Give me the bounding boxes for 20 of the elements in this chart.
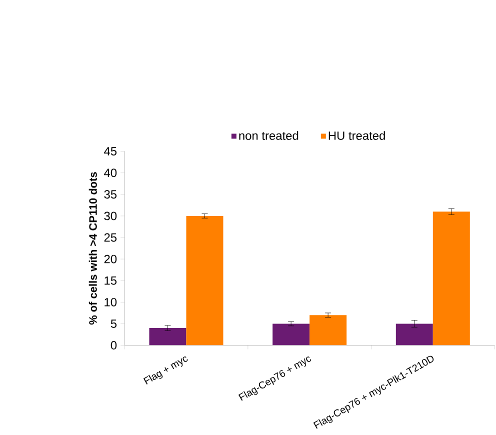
legend-label: non treated <box>239 130 298 140</box>
y-tick-label: 35 <box>104 190 117 198</box>
legend-label: HU treated <box>328 130 385 140</box>
y-tick-label: 20 <box>104 254 117 264</box>
bar <box>310 314 347 346</box>
y-tick-label: 30 <box>104 211 117 220</box>
y-tick-label: 0 <box>110 340 117 350</box>
x-tick-label: Flag + myc <box>143 356 188 384</box>
bar <box>186 216 224 346</box>
y-tick-label: 45 <box>104 146 117 156</box>
bar <box>432 211 470 346</box>
bar <box>272 323 310 346</box>
y-tick-label: 15 <box>104 276 117 285</box>
y-tick-label: 5 <box>110 319 117 328</box>
y-tick-label: 40 <box>104 168 117 177</box>
bar <box>149 328 186 346</box>
y-tick-label: 10 <box>104 298 117 306</box>
bar <box>396 323 433 346</box>
y-axis-title: % of cells with >4 CP110 dots <box>88 172 97 324</box>
y-tick-label: 25 <box>104 233 117 242</box>
